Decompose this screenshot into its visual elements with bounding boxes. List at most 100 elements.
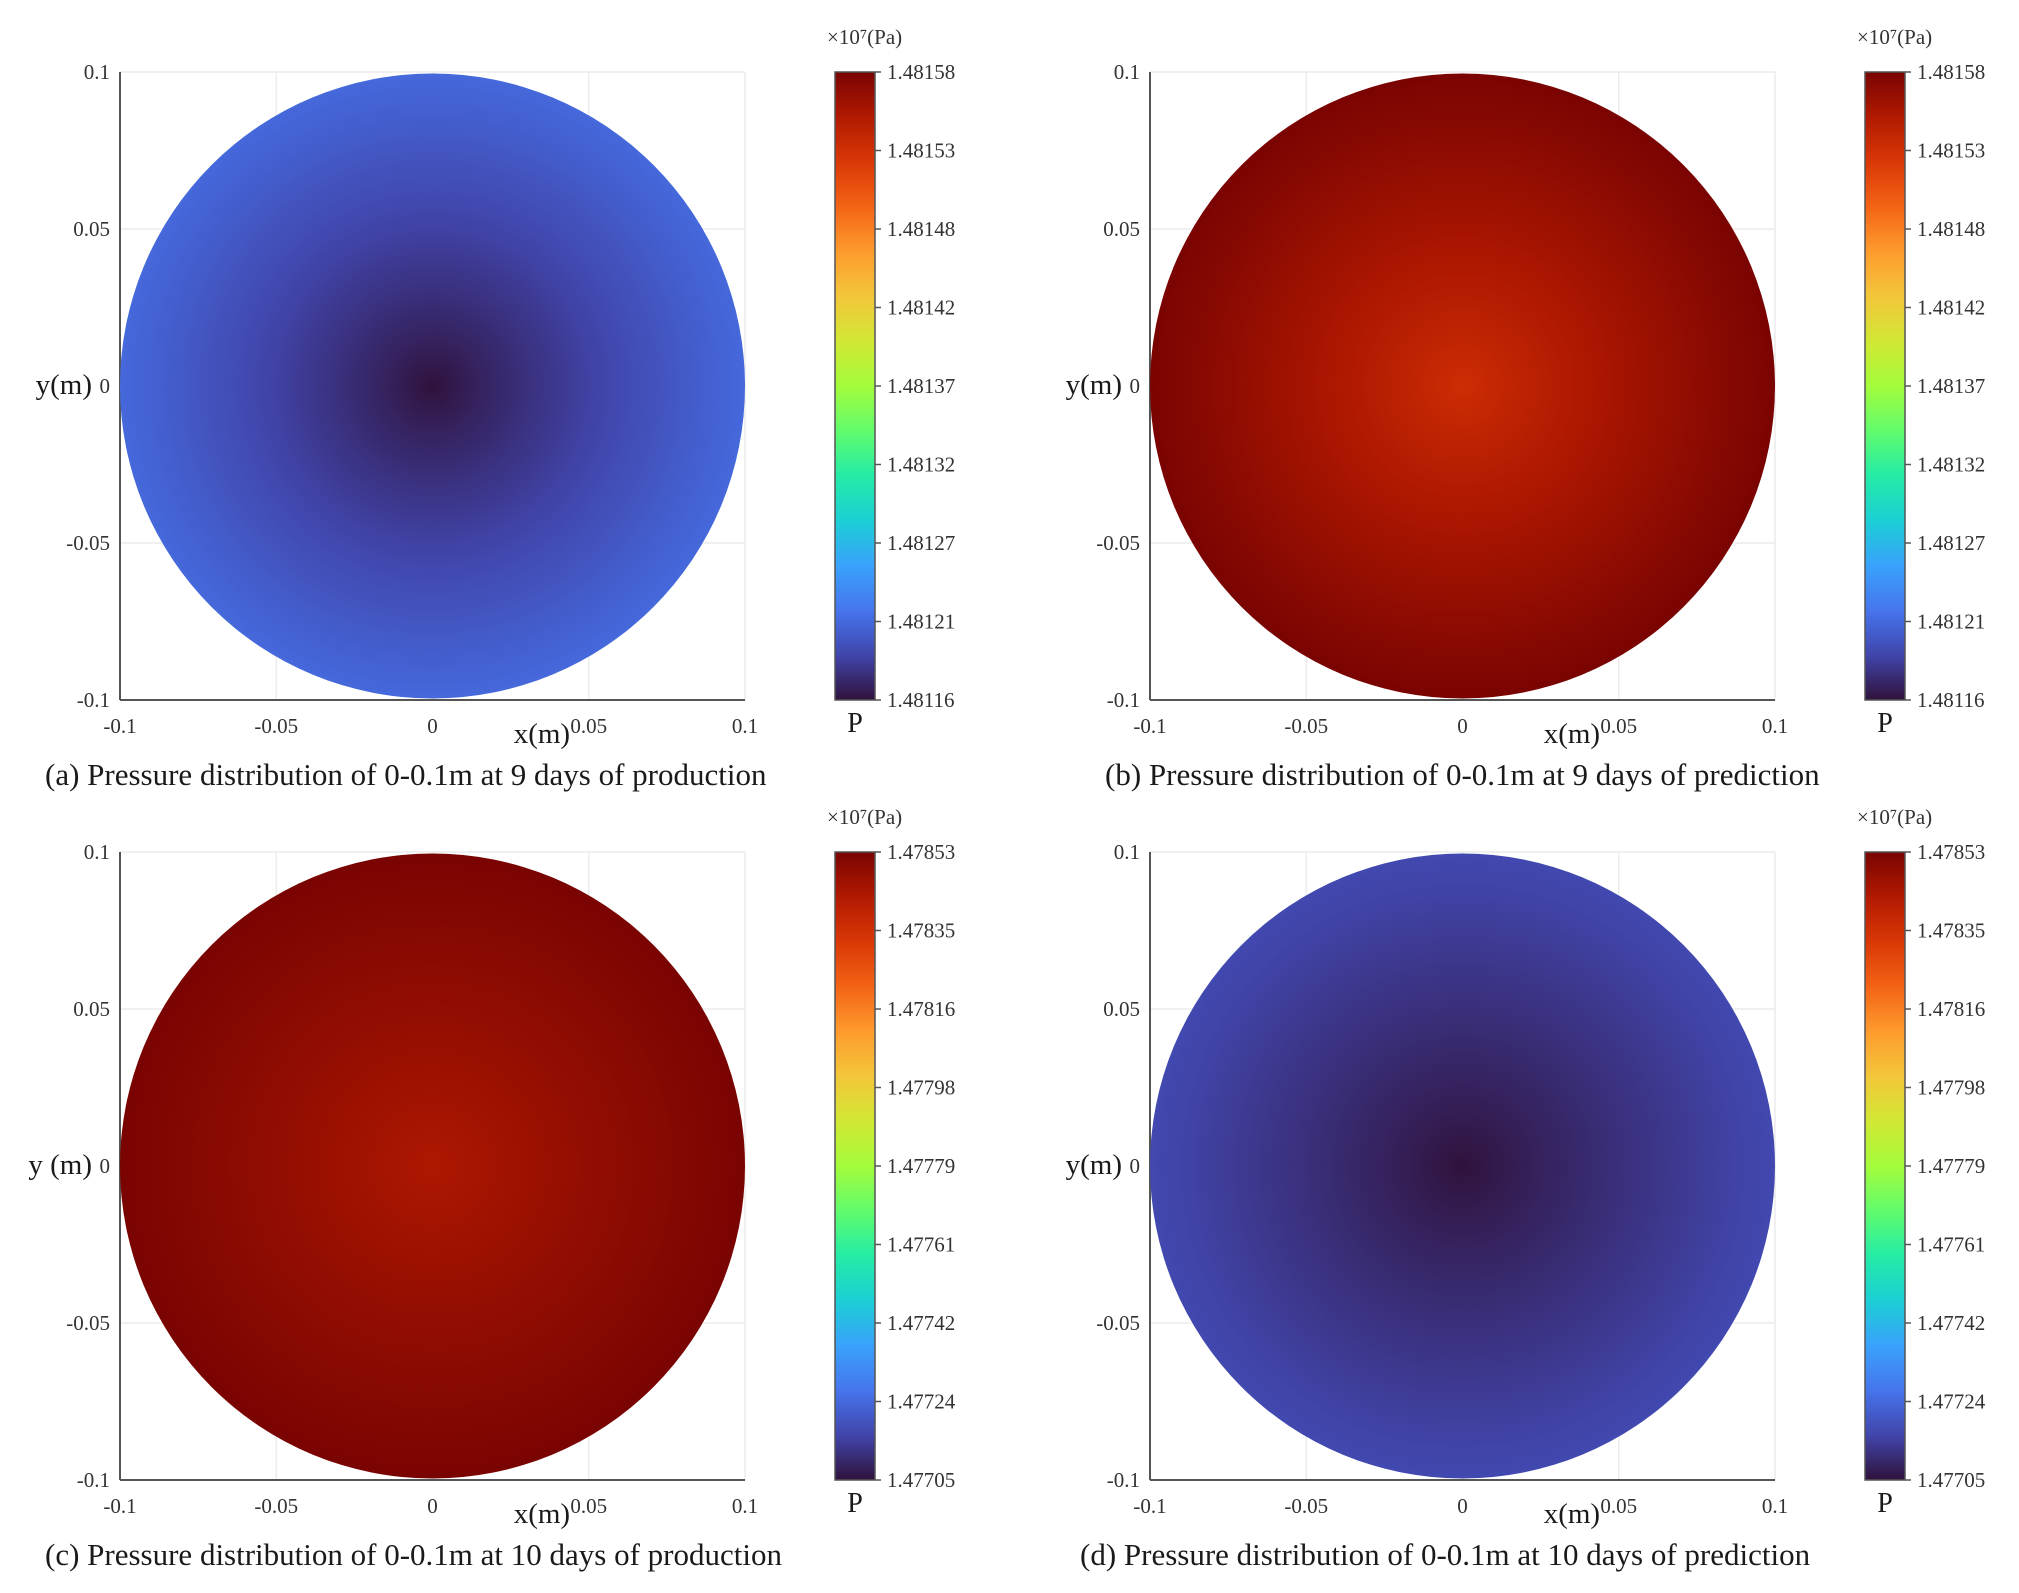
x-tick-label: 0.1 (1762, 1494, 1788, 1518)
x-axis-label: x(m) (1544, 718, 1600, 750)
pressure-field-disk (1150, 73, 1775, 699)
colorbar-tick-label: 1.48142 (887, 296, 955, 320)
colorbar-tick-label: 1.47853 (1917, 840, 1985, 864)
x-tick-label: -0.1 (1133, 1494, 1166, 1518)
colorbar (1864, 71, 1906, 701)
colorbar-tick-label: 1.48148 (887, 217, 955, 241)
x-tick-label: -0.05 (254, 714, 298, 738)
x-tick-label: -0.05 (1284, 1494, 1328, 1518)
colorbar-tick-label: 1.48142 (1917, 296, 1985, 320)
colorbar-tick-label: 1.47853 (887, 840, 955, 864)
y-tick-label: -0.05 (1096, 531, 1140, 555)
colorbar-tick-label: 1.48116 (1917, 688, 1984, 712)
x-tick-label: 0.05 (570, 1494, 607, 1518)
y-tick-label: 0 (1130, 374, 1141, 398)
colorbar-tick-label: 1.48132 (887, 453, 955, 477)
x-axis-label: x(m) (1544, 1498, 1600, 1530)
colorbar-tick-label: 1.47835 (887, 919, 955, 943)
y-axis-label: y(m) (36, 369, 92, 401)
panel-a: -0.1 -0.05 0 0.05 0.1 0.1 0.05 0 -0.05 -0.1 x(m) y(… (0, 0, 1000, 792)
pressure-field-disk (120, 73, 745, 699)
plot-d: -0.1 -0.05 0 0.05 0.1 0.1 0.05 0 -0.05 -0.1 x(m) y(… (1066, 805, 1986, 1530)
colorbar-tick-label: 1.47835 (1917, 919, 1985, 943)
colorbar-tick-label: 1.48148 (1917, 217, 1985, 241)
y-tick-label: -0.1 (1107, 688, 1140, 712)
colorbar-tick-label: 1.48132 (1917, 453, 1985, 477)
y-tick-label: 0 (100, 1154, 111, 1178)
y-tick-label: 0.1 (1114, 60, 1140, 84)
x-tick-label: 0.1 (1762, 714, 1788, 738)
y-tick-label: -0.1 (77, 1468, 110, 1492)
y-tick-label: -0.05 (66, 1311, 110, 1335)
colorbar-tick-label: 1.48127 (887, 531, 955, 555)
colorbar-tick-label: 1.47761 (887, 1233, 955, 1257)
colorbar-tick-label: 1.47742 (887, 1311, 955, 1335)
x-tick-label: 0 (1457, 1494, 1468, 1518)
plot-c: -0.1 -0.05 0 0.05 0.1 0.1 0.05 0 -0.05 -0.1 x(m) y … (28, 805, 956, 1530)
colorbar-tick-label: 1.47705 (1917, 1468, 1985, 1492)
x-tick-label: -0.1 (1133, 714, 1166, 738)
x-tick-label: -0.1 (103, 714, 136, 738)
x-tick-label: 0.1 (732, 714, 758, 738)
plot-b: -0.1 -0.05 0 0.05 0.1 0.1 0.05 0 -0.05 -0.1 x(m) y(… (1066, 25, 1986, 750)
colorbar-tick-label: 1.48158 (887, 60, 955, 84)
y-tick-label: 0 (1130, 1154, 1141, 1178)
colorbar-tick-label: 1.47705 (887, 1468, 955, 1492)
pressure-field-disk (1150, 853, 1775, 1479)
colorbar-tick-label: 1.48153 (887, 139, 955, 163)
x-tick-label: 0.05 (1600, 1494, 1637, 1518)
y-tick-label: 0.05 (73, 217, 110, 241)
colorbar-tick-label: 1.48137 (1917, 374, 1985, 398)
colorbar-tick-label: 1.47779 (1917, 1154, 1985, 1178)
y-tick-label: 0 (100, 374, 111, 398)
colorbar-tick-label: 1.48116 (887, 688, 954, 712)
colorbar (1864, 851, 1906, 1481)
colorbar-tick-label: 1.47724 (1917, 1390, 1986, 1414)
colorbar-tick-label: 1.48121 (887, 610, 955, 634)
colorbar-tick-label: 1.47742 (1917, 1311, 1985, 1335)
x-tick-label: -0.05 (254, 1494, 298, 1518)
colorbar-tick-label: 1.47816 (1917, 997, 1985, 1021)
colorbar-tick-label: 1.48127 (1917, 531, 1985, 555)
x-tick-label: -0.05 (1284, 714, 1328, 738)
colorbar-tick-label: 1.48121 (1917, 610, 1985, 634)
colorbar-tick-label: 1.47724 (887, 1390, 956, 1414)
colorbar-tick-label: 1.48158 (1917, 60, 1985, 84)
colorbar-tick-label: 1.47798 (1917, 1076, 1985, 1100)
colorbar (834, 71, 876, 701)
x-tick-label: 0.05 (570, 714, 607, 738)
colorbar-variable-label: P (847, 708, 863, 739)
colorbar-unit-label: ×10⁷(Pa) (1857, 25, 1932, 49)
panel-d: -0.1 -0.05 0 0.05 0.1 0.1 0.05 0 -0.05 -0.1 x(m) y(… (1030, 780, 2019, 1572)
y-tick-label: 0.1 (1114, 840, 1140, 864)
x-tick-label: 0 (1457, 714, 1468, 738)
x-tick-label: 0.05 (1600, 714, 1637, 738)
colorbar-variable-label: P (847, 1488, 863, 1519)
x-tick-label: 0 (427, 1494, 438, 1518)
colorbar-unit-label: ×10⁷(Pa) (827, 25, 902, 49)
x-tick-label: 0 (427, 714, 438, 738)
colorbar-variable-label: P (1877, 708, 1893, 739)
y-tick-label: -0.1 (77, 688, 110, 712)
y-tick-label: 0.05 (1103, 217, 1140, 241)
pressure-field-disk (120, 853, 745, 1479)
caption-d: (d) Pressure distribution of 0-0.1m at 1… (1080, 1537, 1811, 1572)
colorbar-tick-label: 1.47816 (887, 997, 955, 1021)
y-axis-label: y(m) (1066, 369, 1122, 401)
caption-c: (c) Pressure distribution of 0-0.1m at 1… (45, 1537, 782, 1572)
colorbar-unit-label: ×10⁷(Pa) (1857, 805, 1932, 829)
y-tick-label: -0.1 (1107, 1468, 1140, 1492)
x-axis-label: x(m) (514, 1498, 570, 1530)
colorbar (834, 851, 876, 1481)
colorbar-tick-label: 1.48153 (1917, 139, 1985, 163)
colorbar-unit-label: ×10⁷(Pa) (827, 805, 902, 829)
y-axis-label: y (m) (28, 1149, 92, 1181)
y-tick-label: -0.05 (1096, 1311, 1140, 1335)
colorbar-variable-label: P (1877, 1488, 1893, 1519)
panel-c: -0.1 -0.05 0 0.05 0.1 0.1 0.05 0 -0.05 -0.1 x(m) y … (0, 780, 1000, 1572)
y-tick-label: 0.1 (84, 60, 110, 84)
plot-a: -0.1 -0.05 0 0.05 0.1 0.1 0.05 0 -0.05 -0.1 x(m) y(… (36, 25, 956, 750)
caption-b: (b) Pressure distribution of 0-0.1m at 9… (1105, 757, 1820, 792)
colorbar-tick-label: 1.48137 (887, 374, 955, 398)
colorbar-tick-label: 1.47761 (1917, 1233, 1985, 1257)
